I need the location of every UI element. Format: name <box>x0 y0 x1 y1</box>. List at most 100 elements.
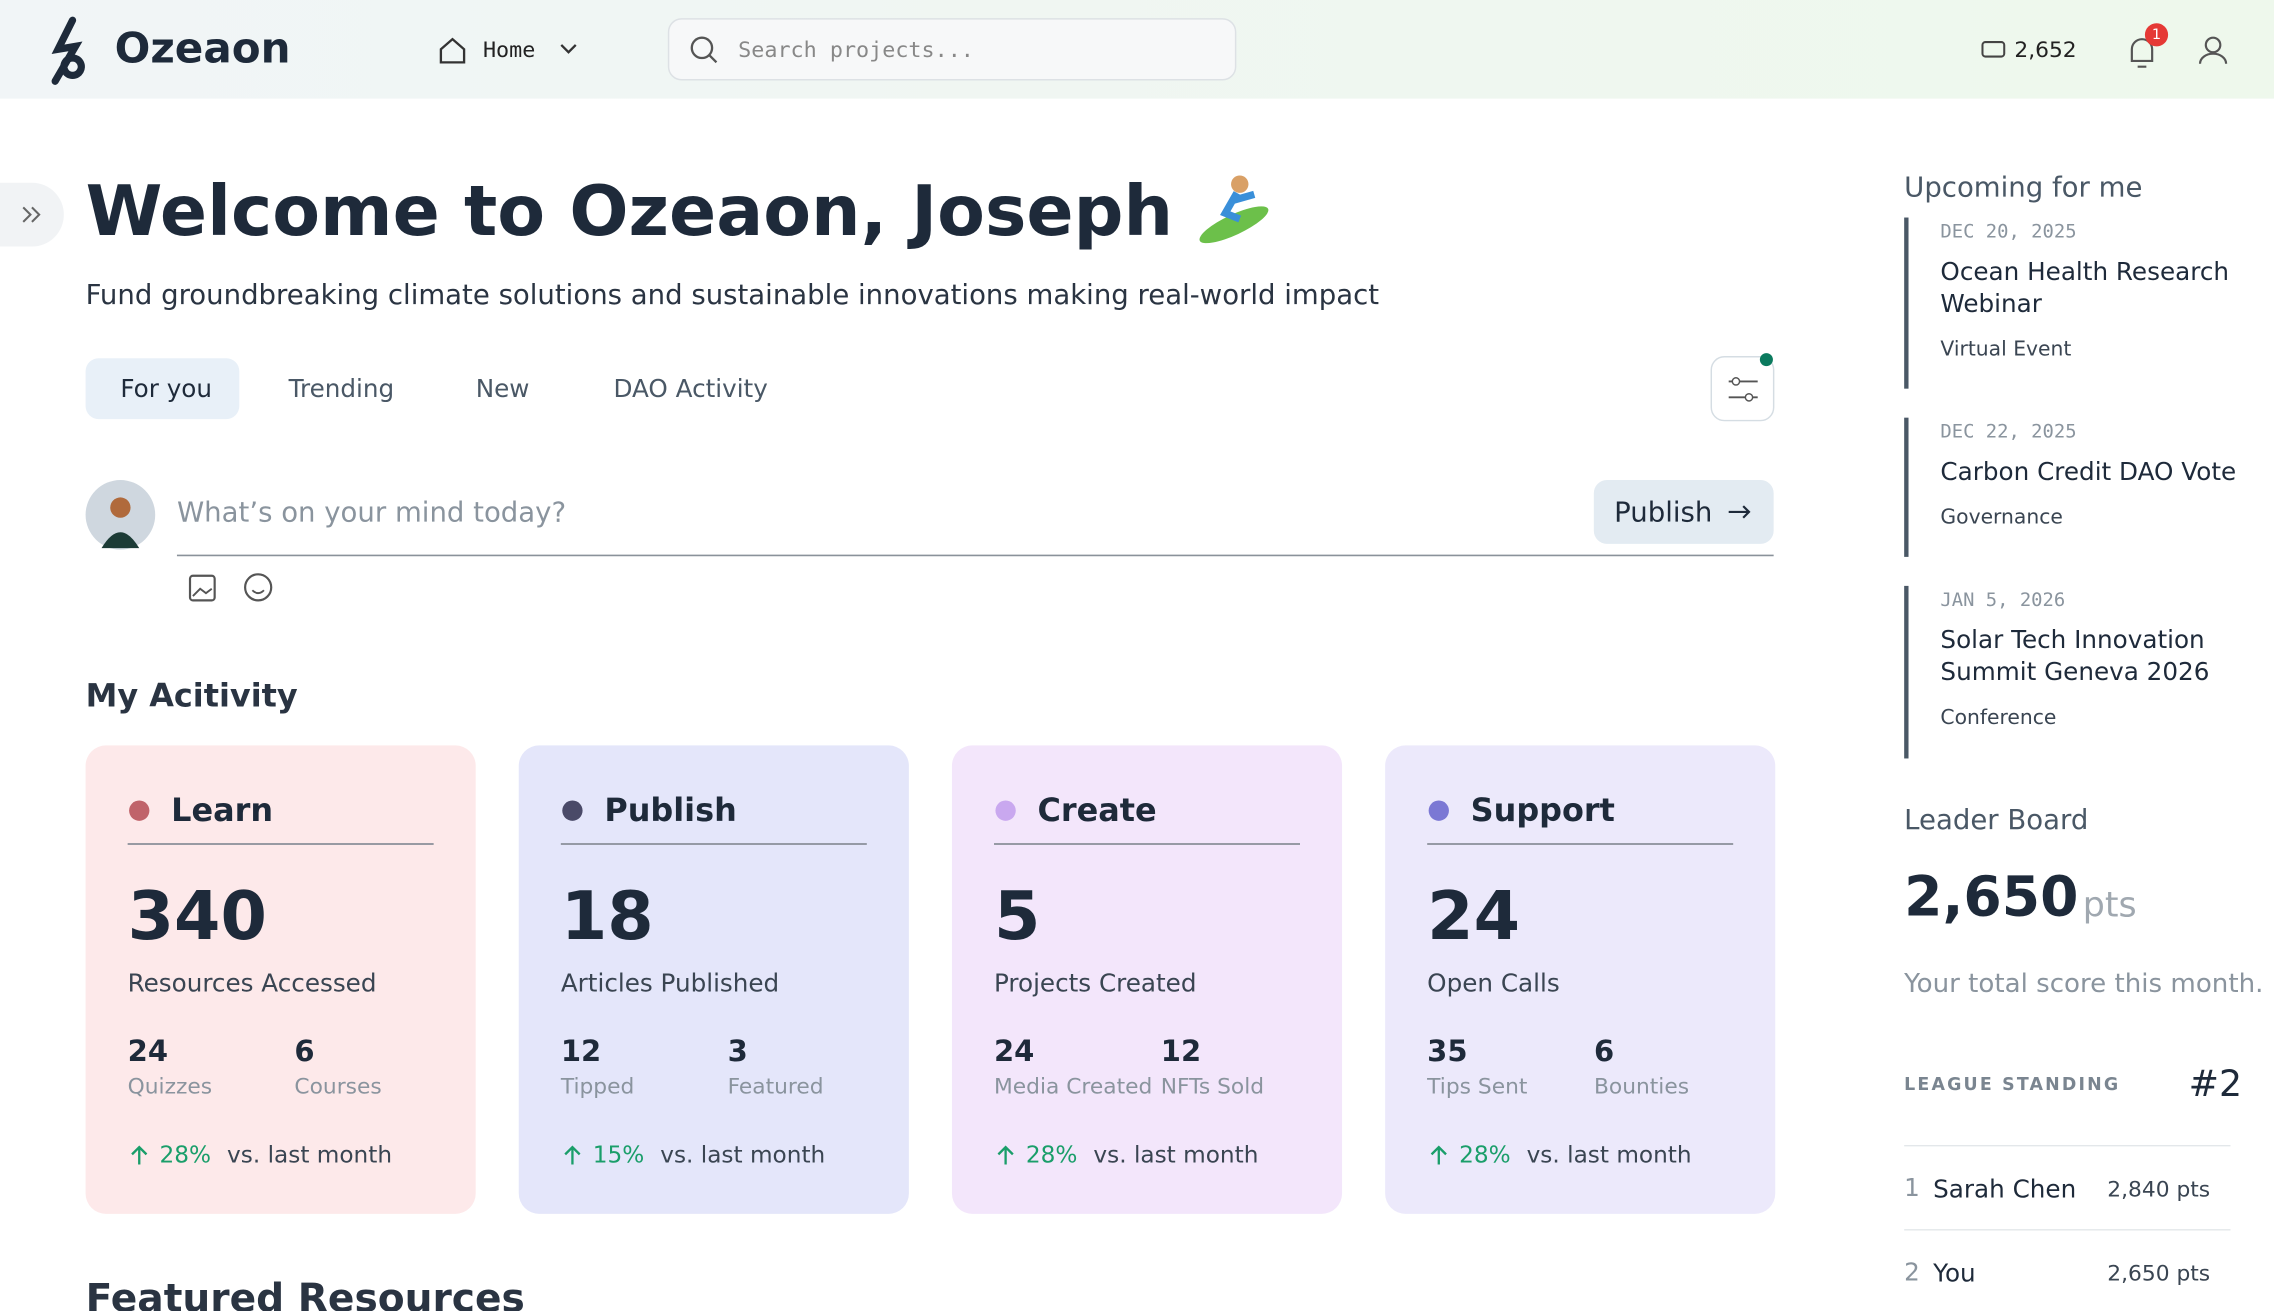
filter-button[interactable] <box>1710 356 1775 422</box>
card-title: Create <box>1038 791 1157 829</box>
card-dot <box>129 800 150 821</box>
score: 2,650 <box>1904 865 2078 929</box>
avatar[interactable] <box>101 532 140 549</box>
event-title[interactable]: Solar Tech Innovation Summit Geneva 2026 <box>1940 626 2210 688</box>
trend-percent: 28% <box>1026 1141 1078 1168</box>
stat-label: Media Created <box>994 1075 1152 1100</box>
stat-label: Tips Sent <box>1426 1075 1527 1100</box>
search-icon <box>690 36 714 60</box>
sidebar-title: Upcoming for me <box>1904 172 2142 204</box>
card-title: Support <box>1471 791 1615 829</box>
event-title[interactable]: Solar Tech Innovation Summit Geneva 2026 <box>1940 625 2259 698</box>
event-title[interactable]: Carbon Credit DAO Vote <box>1940 458 2237 488</box>
activity-card[interactable] <box>518 745 909 1214</box>
trend-arrow <box>564 1145 581 1165</box>
tab[interactable]: Trending <box>288 374 395 403</box>
notification-count: 1 <box>2152 27 2161 43</box>
filter-dot <box>1759 353 1773 367</box>
stat-label: Courses <box>294 1075 381 1100</box>
filter-icon[interactable] <box>1744 393 1754 402</box>
card-value: 24 <box>1427 877 1520 955</box>
publish-button[interactable] <box>1593 480 1774 544</box>
tab-active[interactable] <box>85 358 240 420</box>
subtitle: Fund groundbreaking climate solutions an… <box>86 279 1380 311</box>
nav-chevron[interactable] <box>560 44 577 54</box>
stat-label: Quizzes <box>128 1075 212 1100</box>
composer-input[interactable]: What’s on your mind today? <box>177 496 566 528</box>
event-type: Virtual Event <box>1940 337 2071 361</box>
event-title[interactable]: Ocean Health Research Webinar <box>1940 257 2259 330</box>
trend-label: vs. last month <box>660 1141 825 1168</box>
publish-arrow[interactable] <box>1728 505 1751 519</box>
event-date: DEC 20, 2025 <box>1940 222 2076 243</box>
toggle-icon[interactable] <box>22 206 41 223</box>
image-icon[interactable] <box>192 587 213 597</box>
emoji-icon[interactable] <box>251 589 265 595</box>
user-icon[interactable] <box>2204 36 2222 54</box>
stat-value: 6 <box>294 1034 314 1068</box>
player-points: 2,840 pts <box>2107 1178 2210 1203</box>
rank: 2 <box>1904 1257 1920 1286</box>
logo-text[interactable]: Ozeaon <box>115 23 291 72</box>
sidebar-title: Leader Board <box>1904 804 2088 836</box>
emoji-icon[interactable] <box>244 573 273 602</box>
search-icon <box>708 54 718 64</box>
stat-value: 12 <box>1161 1034 1201 1068</box>
event-date: DEC 22, 2025 <box>1940 422 2076 443</box>
points-balance: 2,652 <box>2014 38 2076 63</box>
publish-label[interactable]: Publish <box>1614 496 1712 528</box>
search-box[interactable] <box>667 18 1237 81</box>
event-bar <box>1904 217 1909 389</box>
player-name: Sarah Chen <box>1933 1175 2076 1204</box>
card-title: Learn <box>171 791 273 829</box>
event-type: Governance <box>1940 505 2062 529</box>
event-title[interactable]: Ocean Health Research Webinar <box>1940 258 2230 320</box>
stat-label: Tipped <box>560 1075 634 1100</box>
activity-card[interactable] <box>1385 745 1776 1214</box>
avatar[interactable] <box>110 497 131 518</box>
surfer-emoji <box>1199 175 1269 244</box>
event-title[interactable]: Carbon Credit DAO Vote <box>1940 457 2259 530</box>
activity-card[interactable] <box>951 745 1343 1214</box>
page-title: Welcome to Ozeaon, Joseph <box>86 171 1173 252</box>
trend-label: vs. last month <box>227 1141 392 1168</box>
event-bar <box>1904 417 1909 557</box>
section-title: Featured Resources <box>86 1276 525 1311</box>
tab[interactable]: For you <box>120 374 212 403</box>
search-placeholder[interactable]: Search projects... <box>738 38 974 63</box>
standing-label: LEAGUE STANDING <box>1904 1075 2120 1095</box>
activity-card[interactable] <box>85 745 476 1214</box>
user-icon[interactable] <box>2198 52 2228 64</box>
player-name: You <box>1932 1259 1975 1288</box>
trend-percent: 15% <box>593 1141 645 1168</box>
card-label: Articles Published <box>561 969 779 998</box>
image-icon[interactable] <box>188 574 216 602</box>
card-dot <box>562 800 583 821</box>
trend-percent: 28% <box>1459 1141 1511 1168</box>
sidebar-toggle[interactable] <box>0 182 64 247</box>
home-icon[interactable] <box>439 37 466 64</box>
section-title: My Acitivity <box>86 677 298 715</box>
player-points: 2,650 pts <box>2107 1262 2210 1287</box>
card-value: 5 <box>994 877 1040 955</box>
card-dot <box>995 800 1016 821</box>
event-type: Conference <box>1940 705 2056 729</box>
tab[interactable]: New <box>476 374 530 403</box>
stat-value: 24 <box>128 1034 168 1068</box>
score-unit: pts <box>2083 885 2137 925</box>
trend-label: vs. last month <box>1527 1141 1692 1168</box>
stat-value: 35 <box>1427 1034 1467 1068</box>
tab[interactable]: DAO Activity <box>613 374 767 403</box>
score-caption: Your total score this month. <box>1903 969 2263 999</box>
logo-icon[interactable] <box>51 16 85 85</box>
trend-label: vs. last month <box>1093 1141 1258 1168</box>
notification-badge <box>2144 23 2169 47</box>
card-label: Resources Accessed <box>128 969 377 998</box>
stat-value: 6 <box>1594 1034 1614 1068</box>
bell-icon[interactable] <box>2130 38 2154 68</box>
stat-value: 3 <box>728 1034 748 1068</box>
stat-label: NFTs Sold <box>1161 1075 1264 1100</box>
nav-home[interactable]: Home <box>483 38 535 63</box>
filter-icon[interactable] <box>1731 377 1741 386</box>
